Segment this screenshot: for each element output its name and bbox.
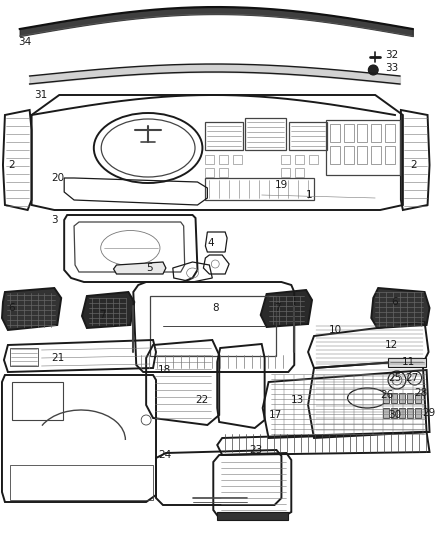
Text: 1: 1 bbox=[306, 190, 313, 200]
Bar bbox=[12, 382, 63, 420]
Text: 27: 27 bbox=[405, 373, 418, 383]
Bar bbox=[219, 155, 228, 164]
Text: 26: 26 bbox=[380, 390, 393, 400]
Bar bbox=[399, 408, 405, 418]
Polygon shape bbox=[2, 288, 61, 330]
Bar bbox=[371, 124, 381, 142]
Text: 11: 11 bbox=[402, 357, 415, 367]
Text: 24: 24 bbox=[158, 450, 171, 460]
Bar bbox=[205, 168, 214, 177]
Text: 29: 29 bbox=[423, 408, 436, 418]
Text: 33: 33 bbox=[385, 63, 398, 73]
Polygon shape bbox=[82, 292, 134, 328]
Text: 17: 17 bbox=[268, 410, 282, 420]
Bar bbox=[407, 393, 413, 403]
Text: 2: 2 bbox=[410, 160, 417, 170]
Bar bbox=[407, 408, 413, 418]
Bar bbox=[309, 155, 318, 164]
Bar bbox=[205, 155, 214, 164]
Bar bbox=[10, 348, 38, 366]
Bar bbox=[326, 120, 400, 175]
Text: 20: 20 bbox=[51, 173, 64, 183]
Bar bbox=[205, 178, 314, 200]
Bar bbox=[385, 124, 395, 142]
Text: 6: 6 bbox=[391, 297, 398, 307]
Bar bbox=[344, 146, 353, 164]
Polygon shape bbox=[371, 288, 430, 328]
Text: 21: 21 bbox=[51, 353, 64, 363]
Text: 10: 10 bbox=[329, 325, 342, 335]
Bar bbox=[391, 408, 397, 418]
Text: 7: 7 bbox=[275, 303, 281, 313]
Bar bbox=[150, 296, 276, 356]
Text: 13: 13 bbox=[291, 395, 304, 405]
Bar bbox=[219, 168, 228, 177]
Bar bbox=[217, 512, 288, 520]
Bar bbox=[205, 122, 243, 150]
Text: 3: 3 bbox=[51, 215, 58, 225]
Bar bbox=[295, 168, 304, 177]
Text: 34: 34 bbox=[18, 37, 31, 47]
Text: 4: 4 bbox=[207, 238, 214, 248]
Bar bbox=[388, 358, 426, 367]
Bar bbox=[295, 155, 304, 164]
Bar bbox=[330, 124, 340, 142]
Bar bbox=[415, 408, 420, 418]
Text: 12: 12 bbox=[385, 340, 398, 350]
Text: 30: 30 bbox=[388, 410, 401, 420]
Text: 18: 18 bbox=[158, 365, 171, 375]
Text: 7: 7 bbox=[99, 310, 106, 320]
Bar bbox=[415, 393, 420, 403]
Text: 32: 32 bbox=[385, 50, 398, 60]
Polygon shape bbox=[261, 290, 312, 327]
Text: 25: 25 bbox=[388, 373, 401, 383]
Bar bbox=[357, 124, 367, 142]
Text: 6: 6 bbox=[8, 303, 14, 313]
Bar bbox=[391, 393, 397, 403]
Text: 19: 19 bbox=[275, 180, 288, 190]
Bar bbox=[371, 146, 381, 164]
Bar bbox=[245, 118, 286, 150]
Text: 5: 5 bbox=[146, 263, 153, 273]
Text: 28: 28 bbox=[415, 388, 428, 398]
Bar bbox=[383, 393, 389, 403]
Bar bbox=[344, 124, 353, 142]
Bar bbox=[383, 408, 389, 418]
Text: 23: 23 bbox=[249, 445, 262, 455]
Text: 22: 22 bbox=[195, 395, 209, 405]
Bar bbox=[290, 122, 327, 150]
Text: 2: 2 bbox=[8, 160, 14, 170]
Bar bbox=[385, 146, 395, 164]
Text: 31: 31 bbox=[35, 90, 48, 100]
Bar bbox=[233, 155, 242, 164]
Bar bbox=[282, 155, 290, 164]
Ellipse shape bbox=[368, 65, 378, 75]
Bar bbox=[399, 393, 405, 403]
Bar bbox=[330, 146, 340, 164]
Bar bbox=[282, 168, 290, 177]
Text: 8: 8 bbox=[212, 303, 219, 313]
Polygon shape bbox=[113, 262, 166, 274]
Bar bbox=[357, 146, 367, 164]
